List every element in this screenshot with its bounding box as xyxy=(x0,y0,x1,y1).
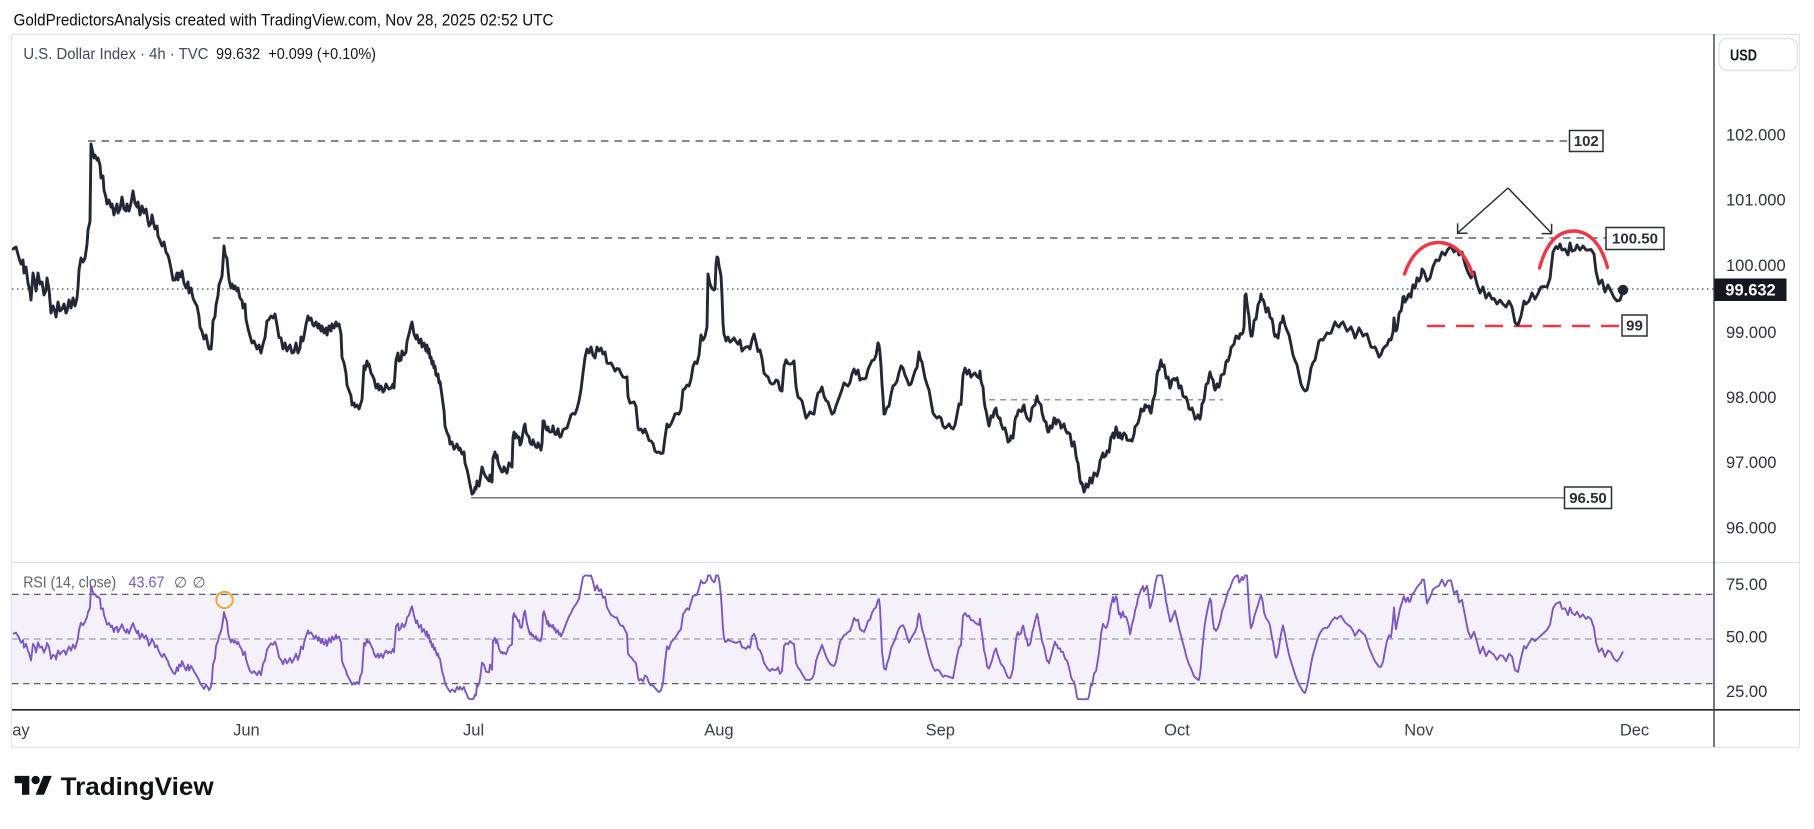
svg-text:GoldPredictorsAnalysis created: GoldPredictorsAnalysis created with Trad… xyxy=(14,11,554,30)
svg-text:99.632: 99.632 xyxy=(1725,282,1775,300)
svg-text:75.00: 75.00 xyxy=(1726,576,1767,594)
svg-text:Oct: Oct xyxy=(1164,722,1190,740)
svg-text:100.000: 100.000 xyxy=(1726,257,1786,275)
svg-text:∅: ∅ xyxy=(193,575,206,592)
svg-text:50.00: 50.00 xyxy=(1726,629,1767,647)
svg-text:25.00: 25.00 xyxy=(1726,683,1767,701)
svg-text:102: 102 xyxy=(1574,133,1599,150)
svg-text:99: 99 xyxy=(1626,318,1643,335)
svg-text:RSI (14, close): RSI (14, close) xyxy=(23,575,116,592)
svg-text:Nov: Nov xyxy=(1404,722,1434,740)
svg-text:97.000: 97.000 xyxy=(1726,454,1776,472)
svg-text:TradingView: TradingView xyxy=(61,773,215,801)
svg-text:Sep: Sep xyxy=(926,722,955,740)
svg-text:∅: ∅ xyxy=(174,575,187,592)
svg-text:43.67: 43.67 xyxy=(129,575,165,592)
svg-text:Aug: Aug xyxy=(704,722,733,740)
svg-text:98.000: 98.000 xyxy=(1726,389,1776,407)
svg-text:Dec: Dec xyxy=(1620,722,1649,740)
svg-text:101.000: 101.000 xyxy=(1726,192,1786,210)
svg-text:U.S. Dollar Index · 4h · TVC: U.S. Dollar Index · 4h · TVC xyxy=(23,46,208,63)
svg-text:100.50: 100.50 xyxy=(1612,231,1658,248)
svg-text:96.000: 96.000 xyxy=(1726,519,1776,537)
svg-text:Jul: Jul xyxy=(463,722,484,740)
svg-text:99.000: 99.000 xyxy=(1726,324,1776,342)
svg-text:99.632 +0.099 (+0.10%): 99.632 +0.099 (+0.10%) xyxy=(216,46,376,63)
svg-text:Jun: Jun xyxy=(233,722,260,740)
svg-text:96.50: 96.50 xyxy=(1569,490,1607,507)
svg-text:USD: USD xyxy=(1730,48,1757,65)
svg-text:ay: ay xyxy=(12,722,30,740)
svg-text:102.000: 102.000 xyxy=(1726,126,1786,144)
